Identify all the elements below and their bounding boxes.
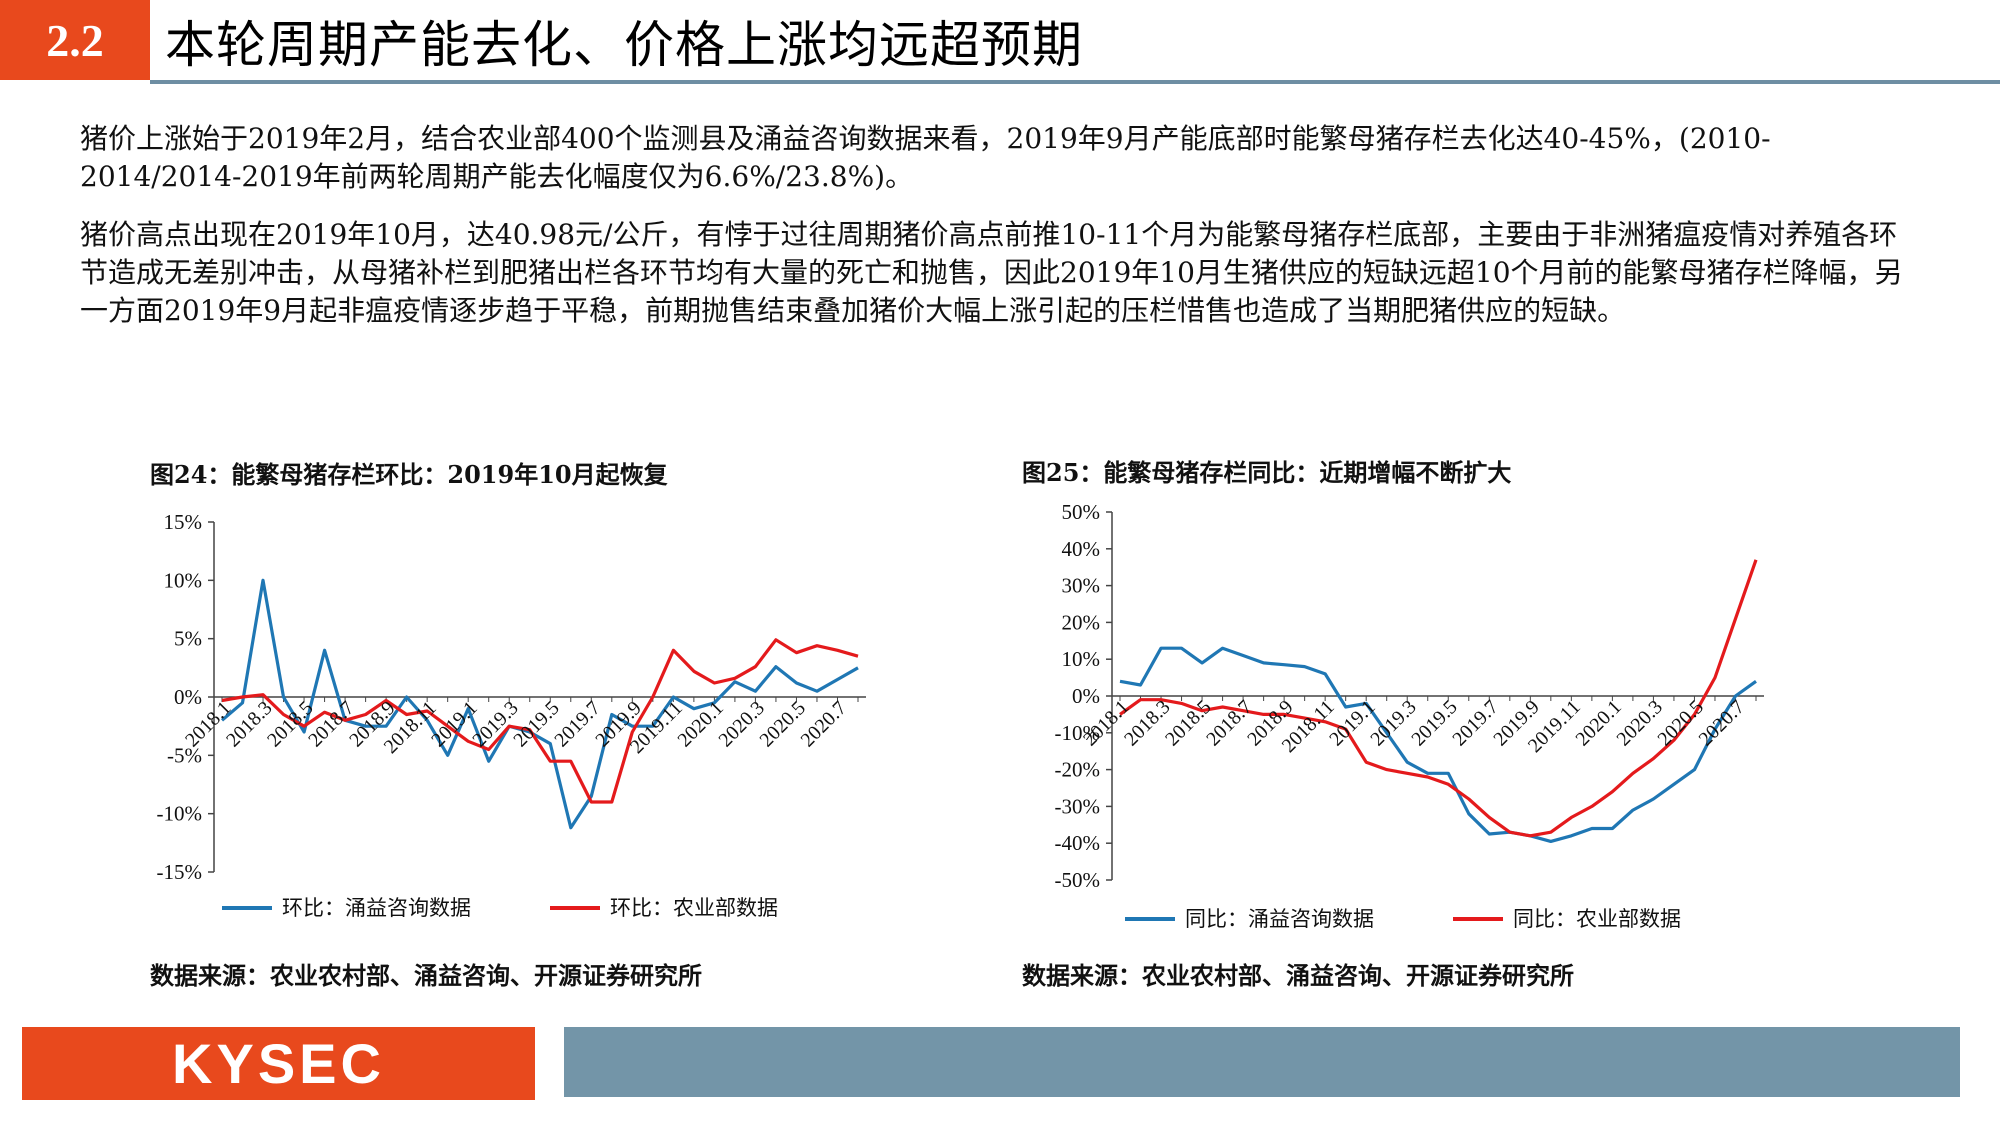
x-tick-label: 2018.7 (1202, 696, 1256, 750)
x-tick-label: 2018.3 (1120, 696, 1174, 750)
chart-2: 50% 40% 30% 20% 10% 0% -10% -20% -30% -40% -50% 201… (1055, 500, 1764, 931)
y-tick-label: 0% (174, 685, 202, 709)
x-tick-label: 2018.3 (222, 697, 276, 751)
x-tick-label: 2020.7 (1695, 696, 1749, 750)
x-tick-label: 2020.5 (1654, 696, 1708, 750)
y-tick-label: 10% (1062, 647, 1101, 671)
legend-label-2: 环比：农业部数据 (610, 896, 778, 920)
x-tick-label: 2019.7 (1448, 696, 1502, 750)
x-tick-label: 2020.3 (715, 697, 769, 751)
y-tick-label: -10% (157, 802, 203, 826)
section-number: 2.2 (0, 0, 150, 80)
y-tick-label: 20% (1062, 610, 1101, 634)
chart-2-source: 数据来源：农业农村部、涌益咨询、开源证券研究所 (1022, 961, 1574, 990)
y-tick-label: -20% (1055, 758, 1101, 782)
chart-1-title: 图24：能繁母猪存栏环比：2019年10月起恢复 (150, 460, 668, 489)
legend-label-1: 同比：涌益咨询数据 (1185, 907, 1374, 931)
paragraph-2: 猪价高点出现在2019年10月，达40.98元/公斤，有悖于过往周期猪价高点前推… (80, 218, 1903, 327)
y-tick-label: -5% (167, 743, 202, 767)
legend-label-2: 同比：农业部数据 (1513, 907, 1681, 931)
y-tick-label: -10% (1055, 721, 1101, 745)
series-line-2 (1119, 559, 1758, 838)
x-tick-label: 2019.5 (509, 697, 563, 751)
chart-2-title: 图25：能繁母猪存栏同比：近期增幅不断扩大 (1022, 458, 1512, 487)
y-tick-label: 15% (164, 510, 203, 534)
x-tick-label: 2020.1 (1571, 696, 1625, 750)
series-line-1 (220, 578, 859, 830)
series-line-1 (1119, 646, 1757, 843)
x-tick-label: 2020.3 (1613, 696, 1667, 750)
y-tick-label: -15% (157, 860, 203, 884)
y-tick-label: 40% (1062, 537, 1101, 561)
paragraph-1: 猪价上涨始于2019年2月，结合农业部400个监测县及涌益咨询数据来看，2019… (80, 122, 1771, 193)
x-tick-label: 2019.7 (550, 697, 604, 751)
y-tick-label: 5% (174, 627, 202, 651)
y-tick-label: 30% (1062, 574, 1101, 598)
chart-1-source: 数据来源：农业农村部、涌益咨询、开源证券研究所 (150, 961, 702, 990)
y-tick-label: 10% (164, 568, 203, 592)
y-tick-label: -50% (1055, 868, 1101, 892)
footer-bar (564, 1027, 1960, 1097)
kysec-logo: KYSEC (22, 1027, 535, 1100)
legend-label-1: 环比：涌益咨询数据 (282, 896, 471, 920)
series-line-2 (221, 638, 859, 804)
x-tick-label: 2020.7 (797, 697, 851, 751)
x-tick-label: 2019.5 (1407, 696, 1461, 750)
x-tick-label: 2020.5 (756, 697, 810, 751)
y-tick-label: -30% (1055, 794, 1101, 818)
y-tick-label: 50% (1062, 500, 1101, 524)
chart-1: 15%10%5%0%-5%-10%-15%2018.12018.32018.52… (157, 510, 866, 920)
y-tick-label: -40% (1055, 831, 1101, 855)
header-divider (150, 80, 2000, 84)
page-title: 本轮周期产能去化、价格上涨均远超预期 (165, 16, 1083, 74)
y-tick-label: 0% (1072, 684, 1100, 708)
